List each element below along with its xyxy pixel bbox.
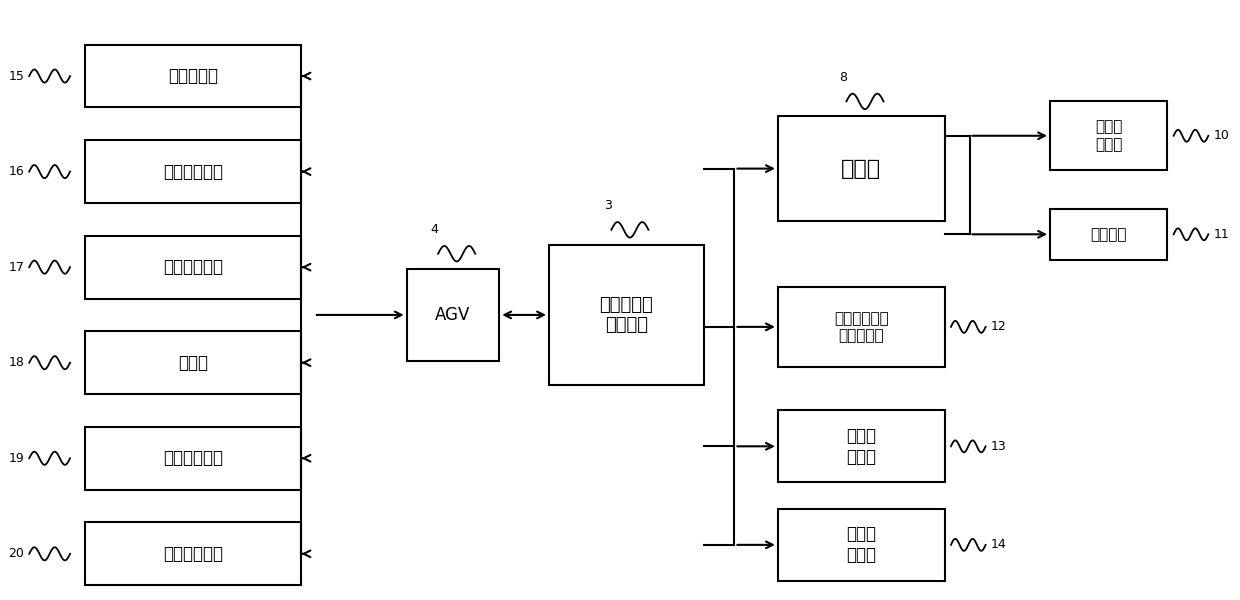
Bar: [84, 331, 301, 394]
Text: 8: 8: [838, 71, 847, 84]
Text: 15: 15: [9, 70, 25, 83]
Text: 力传感器: 力传感器: [1090, 227, 1127, 242]
Text: 14: 14: [991, 538, 1007, 551]
Text: 12: 12: [991, 320, 1007, 334]
Bar: [84, 523, 301, 585]
Bar: [777, 509, 945, 581]
Bar: [84, 236, 301, 299]
Bar: [84, 44, 301, 107]
Text: 测温取样机
器人系统: 测温取样机 器人系统: [599, 296, 653, 334]
Bar: [777, 410, 945, 482]
Text: 16: 16: [9, 165, 25, 178]
Bar: [777, 116, 945, 221]
Text: 人机交互模块: 人机交互模块: [164, 449, 223, 467]
Text: 电池管理模块: 电池管理模块: [164, 258, 223, 276]
Text: AGV: AGV: [435, 306, 471, 324]
Text: 警示灯: 警示灯: [179, 354, 208, 372]
Text: 热电偶连接成
功检测模块: 热电偶连接成 功检测模块: [833, 311, 889, 343]
Text: 渣液测
量模块: 渣液测 量模块: [846, 526, 877, 564]
Text: 运动控制单元: 运动控制单元: [164, 163, 223, 181]
Text: 运动控
制模块: 运动控 制模块: [1095, 119, 1122, 152]
Text: 19: 19: [9, 452, 25, 465]
Text: 18: 18: [9, 356, 25, 369]
Bar: [777, 287, 945, 367]
Text: 20: 20: [9, 547, 25, 560]
Text: 安全防护模块: 安全防护模块: [164, 545, 223, 563]
Text: 4: 4: [430, 223, 439, 236]
Text: 17: 17: [9, 260, 25, 274]
Text: 11: 11: [1213, 228, 1229, 241]
Text: 磁导航模块: 磁导航模块: [169, 67, 218, 85]
Bar: [1050, 101, 1168, 170]
Bar: [1050, 209, 1168, 260]
Text: 13: 13: [991, 440, 1007, 453]
Bar: [407, 269, 500, 361]
Bar: [549, 245, 703, 385]
Text: 10: 10: [1213, 129, 1229, 142]
Text: 破碎检
测模块: 破碎检 测模块: [846, 427, 877, 466]
Bar: [84, 140, 301, 203]
Bar: [84, 427, 301, 490]
Text: 机器人: 机器人: [841, 158, 882, 179]
Text: 3: 3: [604, 199, 611, 212]
